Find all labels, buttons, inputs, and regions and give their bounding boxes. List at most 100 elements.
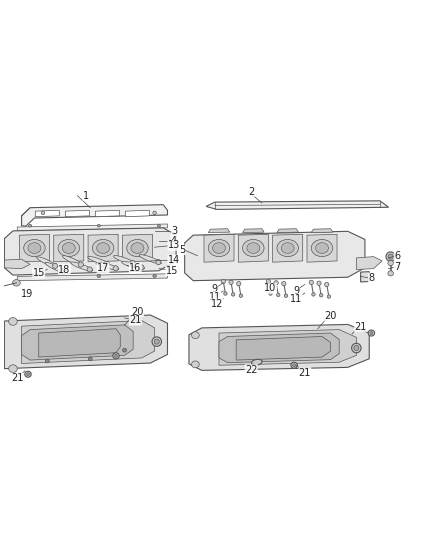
Ellipse shape	[315, 243, 328, 253]
Polygon shape	[311, 229, 333, 232]
Polygon shape	[35, 211, 59, 217]
Ellipse shape	[191, 332, 199, 338]
Ellipse shape	[191, 361, 199, 368]
Ellipse shape	[237, 281, 241, 286]
Text: 7: 7	[394, 262, 400, 272]
Ellipse shape	[266, 279, 271, 284]
Ellipse shape	[247, 243, 260, 253]
Polygon shape	[19, 235, 49, 262]
Ellipse shape	[309, 280, 314, 285]
Text: 15: 15	[32, 268, 45, 278]
Ellipse shape	[156, 260, 161, 265]
Ellipse shape	[139, 265, 144, 270]
Polygon shape	[4, 228, 176, 275]
Polygon shape	[17, 224, 167, 231]
Polygon shape	[185, 231, 365, 281]
Text: 14: 14	[168, 255, 180, 265]
Ellipse shape	[28, 243, 41, 253]
Ellipse shape	[71, 262, 93, 271]
Text: 11: 11	[208, 292, 221, 302]
Ellipse shape	[131, 243, 144, 253]
Text: 11: 11	[290, 294, 302, 304]
Text: 8: 8	[368, 273, 374, 283]
Text: 19: 19	[21, 289, 33, 300]
Ellipse shape	[61, 269, 66, 274]
Ellipse shape	[28, 224, 32, 227]
Ellipse shape	[134, 315, 141, 321]
Polygon shape	[357, 256, 382, 270]
Ellipse shape	[88, 256, 110, 265]
Polygon shape	[123, 235, 152, 262]
Ellipse shape	[293, 364, 296, 367]
Ellipse shape	[388, 261, 393, 265]
Ellipse shape	[276, 293, 280, 296]
Text: 9: 9	[212, 284, 218, 294]
Ellipse shape	[277, 239, 298, 256]
Ellipse shape	[291, 362, 297, 368]
Polygon shape	[189, 325, 369, 370]
Ellipse shape	[9, 365, 17, 373]
Polygon shape	[307, 235, 337, 262]
Text: 17: 17	[97, 263, 110, 273]
Text: 6: 6	[394, 251, 400, 261]
Text: 9: 9	[293, 286, 299, 296]
Ellipse shape	[78, 262, 83, 267]
Ellipse shape	[104, 261, 110, 266]
Text: 21: 21	[299, 368, 311, 377]
Ellipse shape	[157, 224, 160, 227]
Ellipse shape	[152, 337, 162, 346]
Ellipse shape	[113, 255, 136, 264]
Polygon shape	[4, 259, 30, 269]
Ellipse shape	[136, 317, 139, 319]
Ellipse shape	[368, 330, 374, 336]
Text: 4: 4	[171, 236, 177, 246]
Text: 16: 16	[129, 263, 141, 273]
Ellipse shape	[327, 295, 331, 298]
Ellipse shape	[25, 372, 31, 377]
Ellipse shape	[388, 254, 393, 259]
Ellipse shape	[325, 282, 329, 287]
Polygon shape	[236, 336, 331, 360]
Ellipse shape	[33, 274, 36, 278]
Text: 21: 21	[129, 315, 141, 325]
Text: 15: 15	[166, 266, 178, 276]
Ellipse shape	[370, 332, 373, 335]
Text: 18: 18	[58, 264, 71, 274]
Ellipse shape	[53, 263, 58, 269]
Ellipse shape	[154, 339, 159, 344]
Ellipse shape	[97, 243, 110, 253]
Polygon shape	[21, 320, 155, 364]
Text: 13: 13	[168, 240, 180, 251]
Polygon shape	[204, 235, 234, 262]
Polygon shape	[21, 205, 167, 226]
Text: 12: 12	[211, 299, 223, 309]
Polygon shape	[95, 211, 120, 217]
Ellipse shape	[212, 243, 226, 253]
Ellipse shape	[153, 211, 156, 215]
Text: 1: 1	[83, 191, 89, 201]
Ellipse shape	[113, 353, 119, 359]
Ellipse shape	[388, 271, 393, 276]
Ellipse shape	[123, 348, 127, 352]
Ellipse shape	[114, 354, 117, 357]
Ellipse shape	[26, 373, 29, 376]
Ellipse shape	[41, 211, 45, 215]
Ellipse shape	[127, 239, 148, 256]
Ellipse shape	[122, 262, 145, 269]
Polygon shape	[238, 235, 268, 262]
Polygon shape	[88, 235, 118, 262]
Ellipse shape	[87, 267, 92, 272]
Text: 21: 21	[354, 321, 367, 332]
Ellipse shape	[274, 281, 278, 285]
Ellipse shape	[97, 274, 101, 278]
Ellipse shape	[312, 293, 315, 296]
Ellipse shape	[352, 343, 361, 353]
Ellipse shape	[153, 274, 156, 278]
Ellipse shape	[229, 280, 233, 285]
Ellipse shape	[319, 294, 323, 297]
Polygon shape	[17, 274, 167, 281]
Ellipse shape	[58, 239, 79, 256]
Ellipse shape	[269, 292, 272, 295]
Ellipse shape	[24, 239, 45, 256]
Text: 5: 5	[180, 245, 186, 255]
